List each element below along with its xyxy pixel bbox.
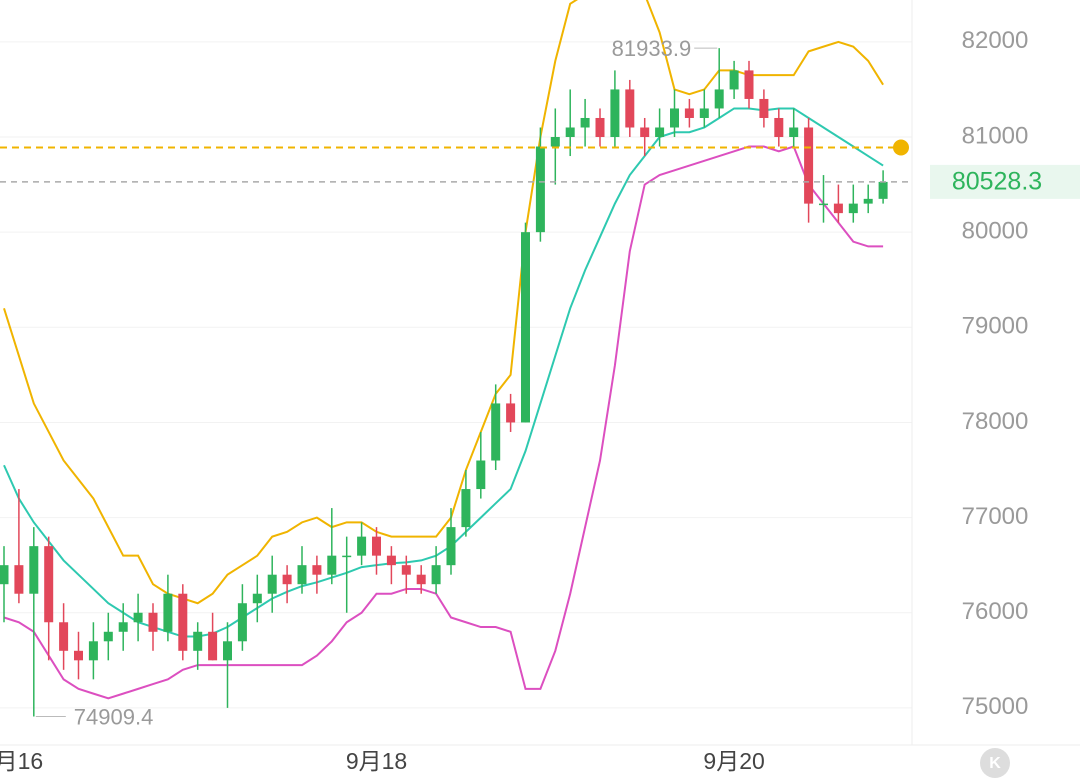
x-tick-label: 9月18 — [346, 748, 407, 774]
candle-body — [684, 108, 694, 118]
band-line — [3, 145, 884, 700]
candle-body — [580, 117, 590, 128]
candle-body — [148, 612, 158, 632]
candle-body — [193, 631, 203, 651]
k-button[interactable] — [980, 748, 1010, 778]
candle-body — [819, 203, 828, 206]
last-price-label: 80528.3 — [952, 168, 1042, 196]
candle-body — [133, 612, 143, 623]
candle-body — [282, 574, 292, 585]
candle-body — [372, 536, 381, 556]
candle-body — [714, 89, 724, 109]
candle-body — [535, 146, 545, 233]
candle-body — [521, 232, 530, 423]
candle-body — [804, 127, 814, 204]
plot-area — [0, 0, 888, 717]
high-annotation: 81933.9 — [612, 36, 692, 61]
candle-body — [357, 536, 367, 556]
candle-body — [744, 70, 754, 99]
y-tick-label: 78000 — [962, 408, 1029, 435]
candle-body — [178, 593, 188, 651]
order-dot — [893, 139, 909, 156]
axis: 75000 76000 77000 78000 79000 80000 81000 82000… — [0, 27, 1028, 774]
candle-body — [74, 650, 83, 661]
y-tick-label: 82000 — [962, 27, 1029, 54]
candle-body — [833, 203, 843, 214]
band-line — [3, 107, 884, 638]
candle-body — [863, 198, 873, 204]
grid — [0, 41, 912, 709]
candle-body — [267, 574, 277, 594]
candle-body — [774, 117, 784, 138]
candle-body — [88, 641, 98, 661]
candle-body — [297, 565, 307, 585]
candle-body — [610, 89, 620, 138]
candle-body — [44, 546, 54, 623]
candle-body — [401, 565, 411, 575]
candle-body — [550, 137, 560, 147]
y-tick-label: 79000 — [962, 313, 1029, 340]
candle-body — [14, 565, 24, 594]
candle-body — [29, 546, 39, 594]
k-icon: K — [989, 755, 1001, 772]
candle-body — [759, 98, 769, 118]
y-tick-label: 77000 — [962, 503, 1029, 530]
candle-body — [565, 127, 575, 138]
candle-body — [699, 108, 709, 118]
candle-body — [640, 127, 650, 138]
candle-body — [670, 108, 679, 128]
candle-body — [789, 127, 799, 138]
candle-body — [655, 127, 665, 138]
candle-body — [446, 527, 456, 566]
low-annotation: 74909.4 — [74, 704, 154, 729]
candle-body — [327, 555, 337, 575]
candle-body — [103, 631, 113, 642]
candle-body — [506, 403, 516, 423]
candle-body — [223, 641, 232, 661]
candle-body — [386, 555, 396, 566]
candle-body — [491, 403, 501, 461]
candle-body — [595, 117, 605, 138]
candle-body — [342, 555, 352, 558]
candle-body — [848, 203, 858, 214]
candle-body — [0, 565, 9, 585]
x-tick-label: 月16 — [0, 748, 43, 774]
y-tick-label: 75000 — [962, 693, 1029, 720]
y-tick-label: 80000 — [962, 218, 1029, 245]
candle-body — [729, 70, 739, 90]
candle-body — [625, 89, 635, 128]
y-tick-label: 76000 — [962, 598, 1029, 625]
candle-body — [118, 622, 128, 632]
candle-body — [237, 603, 247, 642]
candle-body — [252, 593, 262, 604]
candle-body — [461, 489, 471, 528]
candle-body — [878, 181, 888, 199]
candle-body — [163, 593, 173, 632]
candle-body — [312, 565, 322, 575]
candle-body — [59, 622, 69, 651]
candle-body — [476, 460, 486, 490]
y-tick-label: 81000 — [962, 122, 1029, 149]
x-tick-label: 9月20 — [703, 748, 764, 774]
candle-body — [431, 565, 441, 585]
candle-body — [416, 574, 426, 585]
candle-body — [208, 631, 218, 661]
last-price-tag — [930, 164, 1080, 199]
